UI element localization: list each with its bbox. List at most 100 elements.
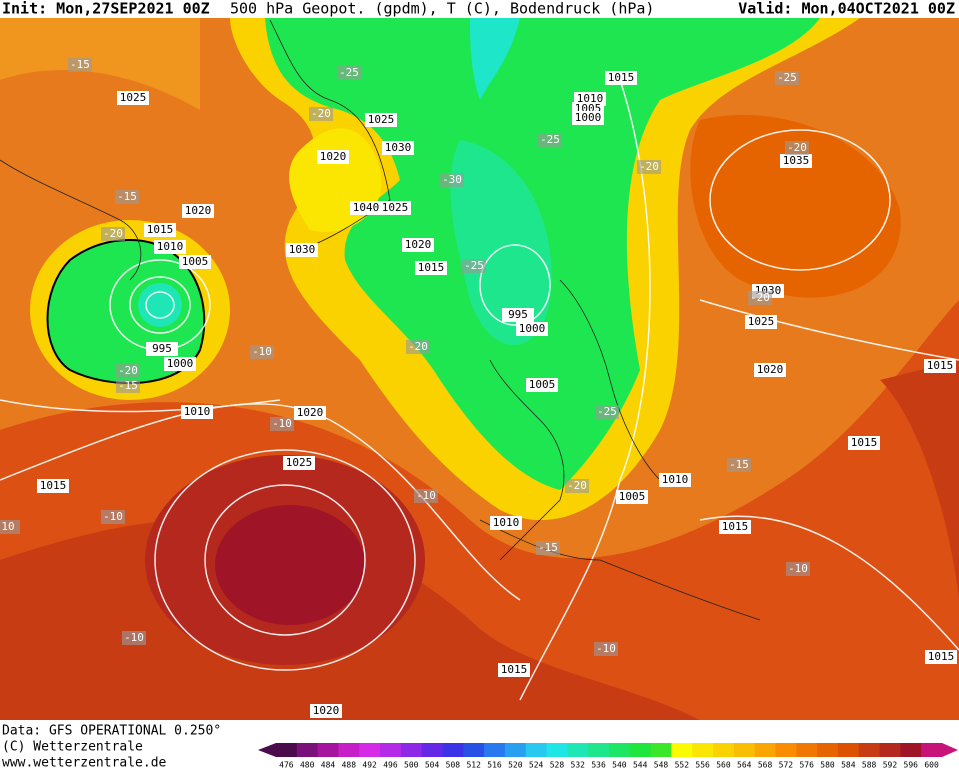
isobar-label: 1015 [418,261,445,274]
isobar-label: 1015 [722,520,749,533]
isobar [129,276,191,334]
temperature-label-box [565,479,589,493]
colorbar-swatch [817,743,839,757]
isobar [145,291,175,319]
isobar-label: 1005 [619,490,646,503]
colorbar-swatch [733,743,756,757]
isobar-label-box [294,406,326,420]
temperature-label-box [595,405,619,419]
field-low-core [138,283,182,327]
colorbar-swatch [296,743,319,757]
isobar [154,449,416,671]
isobar-label: 1025 [748,315,775,328]
isobar-label-box [719,520,751,534]
colorbar-label: 560 [716,761,731,770]
isobar-label-box [37,479,69,493]
colorbar-swatch [629,743,652,757]
colorbar-swatch [546,743,568,757]
isobar-label: 1025 [368,113,395,126]
temperature-label: -25 [777,71,797,84]
isobar-label: 1020 [405,238,432,251]
isobar-label-box [526,378,558,392]
isobar-label-box [780,154,812,168]
isobar-label: 1020 [757,363,784,376]
colorbar-label: 552 [675,761,690,770]
isobar-label-box [382,141,414,155]
isobar-label-box [146,342,178,356]
isobar-label: 1030 [385,141,412,154]
isobar-label-box [848,436,880,450]
isobar-label-box [745,315,777,329]
colorbar-label: 556 [695,761,710,770]
colorbar-swatch [837,743,860,757]
field-trough-core [450,140,552,345]
colorbar-swatch [900,743,922,757]
isobar-label-box [286,243,318,257]
isobar-label: 1020 [320,150,347,163]
temperature-label-box [748,291,772,305]
temperature-label-box [536,541,560,555]
field-north [0,18,200,110]
copyright: (C) Wetterzentrale [2,740,143,755]
isobar-label: 1020 [185,204,212,217]
colorbar-label: 548 [654,761,669,770]
temperature-label-box [250,345,274,359]
colorbar-label: 580 [820,761,835,770]
header-bar [0,0,959,18]
colorbar-label: 520 [508,761,523,770]
temperature-label-box [406,340,430,354]
colorbar-swatch [359,743,381,757]
isobar-label: 1010 [577,92,604,105]
colorbar-swatch [463,743,485,757]
colorbar-label: 592 [883,761,898,770]
isobar-label-box [925,650,957,664]
colorbar-start [258,743,276,757]
isobar-label: 1010 [157,240,184,253]
colorbar-label: 488 [342,761,357,770]
colorbar-swatch [380,743,402,757]
temperature-label: -15 [118,379,138,392]
colorbar-label: 564 [737,761,752,770]
colorbar-label: 596 [904,761,919,770]
colorbar-label: 484 [321,761,336,770]
coastlines [0,19,761,621]
temperature-label: -25 [540,133,560,146]
isobar-label: 1000 [575,111,602,124]
isobar-label-box [154,240,186,254]
isobar-label: 1010 [662,473,689,486]
isobar [0,403,521,601]
isobar-label-box [179,255,211,269]
temperature-label-box [270,417,294,431]
isobar-label-box [182,204,214,218]
temperature-label-box [775,71,799,85]
temperature-label: -20 [103,227,123,240]
isobar-label-box [516,322,548,336]
field-scandinavia-high [690,114,901,298]
temperature-label: -10 [252,345,272,358]
temperature-label: -20 [408,340,428,353]
isobar [519,79,651,701]
colorbar-label: 496 [383,761,398,770]
colorbar-swatch [442,743,464,757]
colorbar-label: 508 [446,761,461,770]
colorbar-label: 540 [612,761,627,770]
temperature-label-box [538,133,562,147]
temperature-label: -10 [416,489,436,502]
temperature-label-box [414,489,438,503]
coast-med [479,519,761,621]
temperature-label-box [0,520,20,534]
colorbar: 476 480 484 488 492 496 500 504 508 512 516 520 524 5… [258,743,958,770]
colorbar-swatch [921,743,943,757]
isobar-label: 1000 [167,357,194,370]
colorbar-label: 544 [633,761,648,770]
temperature-label: -20 [750,291,770,304]
isobar-label: 1020 [297,406,324,419]
temperature-label-box [122,631,146,645]
colorbar-swatch [421,743,443,757]
temperature-label-box [337,66,361,80]
colorbar-swatch [671,743,693,757]
isobar-label: 1035 [783,154,810,167]
temperature-label: -15 [117,190,137,203]
